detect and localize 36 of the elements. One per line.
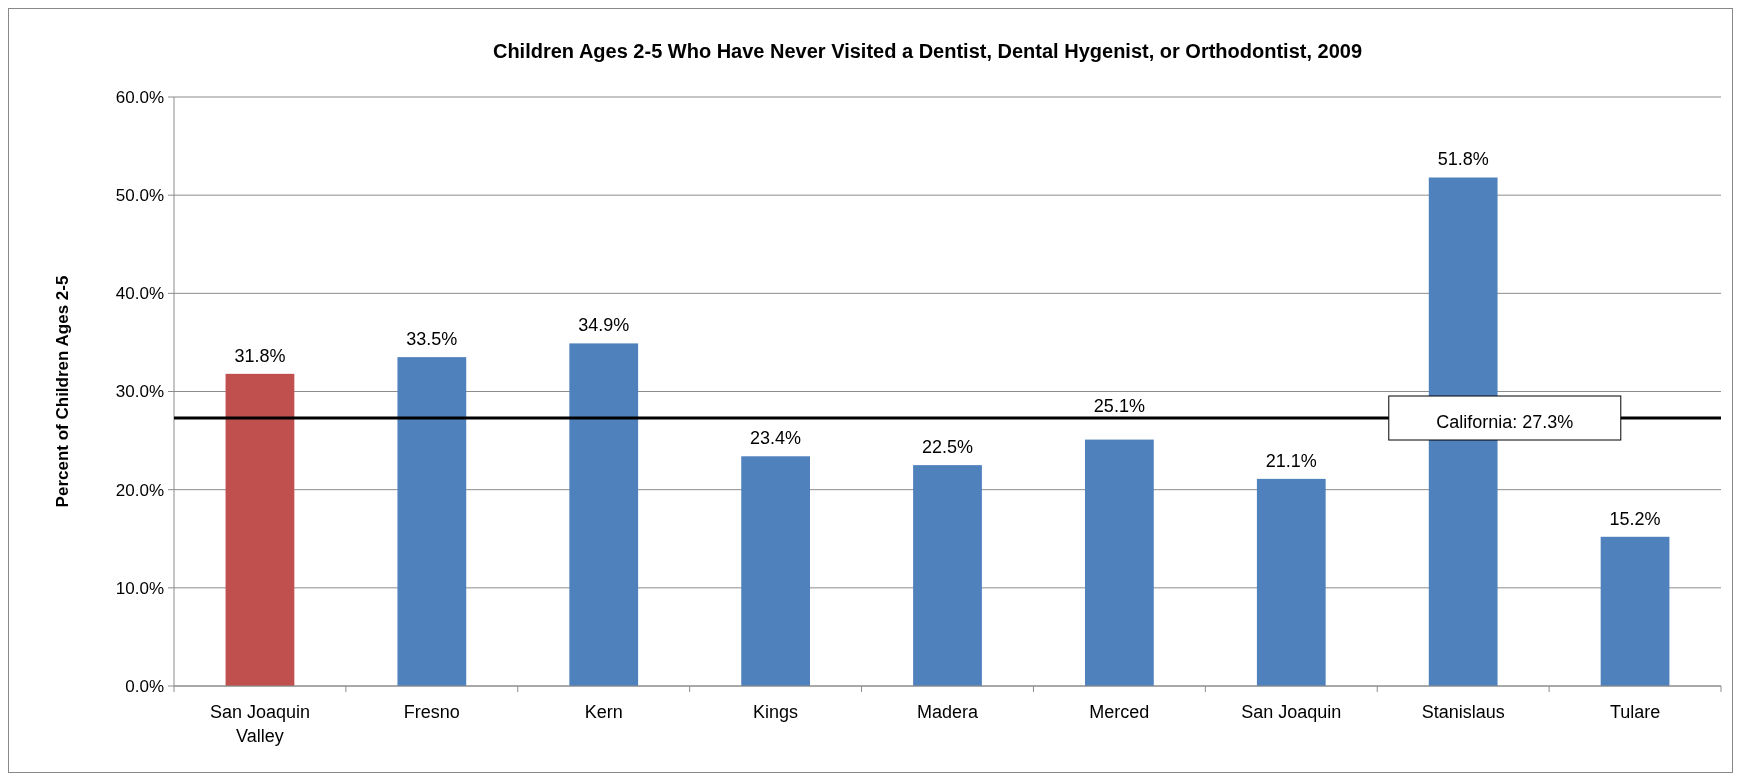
data-label: 51.8% [1437,149,1489,170]
y-tick-label: 20.0% [115,480,164,500]
x-tick-label: Tulare [1609,702,1661,722]
bar [1085,439,1154,686]
x-tick-label: Merced [1089,702,1150,722]
chart-title: Children Ages 2-5 Who Have Never Visited a Dentist, Dental Hygenist, or Orthodontist, 2009 [492,40,1363,62]
x-tick-label: Fresno [403,702,460,722]
data-label: 15.2% [1609,508,1661,529]
x-tick-label: San Joaquin Valley [209,702,310,746]
x-tick-label: Stanislaus [1421,702,1505,722]
ref-line-label: California: 27.3% [1436,412,1574,433]
bar [225,373,295,686]
data-label: 22.5% [921,437,974,458]
data-label: 33.5% [406,329,458,350]
x-tick-label: San Joaquin [1241,702,1342,722]
y-tick-label: 60.0% [115,87,164,107]
data-label: 21.1% [1265,450,1317,471]
bar [397,357,467,686]
data-label: 25.1% [1093,396,1145,417]
data-label: 34.9% [578,315,630,336]
bar [1600,536,1670,686]
y-tick-label: 10.0% [115,578,164,598]
y-tick-label: 30.0% [115,382,164,402]
bar [741,456,810,686]
y-tick-label: 50.0% [115,186,164,206]
x-tick-label: Kern [584,702,623,722]
y-tick-label: 0.0% [125,676,164,696]
bar [569,343,639,686]
data-label: 31.8% [234,345,286,366]
bar [1256,478,1326,686]
x-tick-label: Madera [916,702,979,722]
x-tick-label: Kings [753,702,799,722]
y-tick-label: 40.0% [115,284,164,304]
y-axis-title: Percent of Children Ages 2-5 [53,275,72,508]
data-label: 23.4% [750,428,802,449]
bar [913,465,982,686]
